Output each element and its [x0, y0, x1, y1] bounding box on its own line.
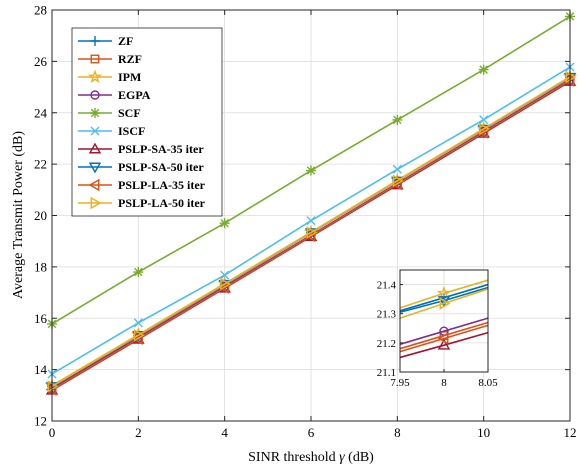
y-tick-label: 16	[34, 311, 48, 326]
data-point-iscf	[479, 115, 489, 125]
legend-marker	[88, 162, 102, 174]
inset-series-line-pslp-sa-35-iter	[399, 331, 489, 359]
legend-label: SCF	[118, 106, 141, 120]
x-tick-label: 4	[221, 425, 228, 440]
series-pslp-la-50-iter	[47, 70, 577, 393]
data-point-scf	[306, 165, 316, 176]
data-point-pslp-la-35-iter	[45, 383, 57, 396]
legend-label: ZF	[118, 34, 133, 48]
legend-label: PSLP-LA-50 iter	[118, 196, 206, 210]
x-tick-label: 0	[49, 425, 56, 440]
y-tick-label: 28	[34, 3, 47, 18]
data-point-pslp-la-50-iter	[306, 226, 318, 239]
data-point-pslp-la-50-iter	[133, 328, 145, 342]
data-point-scf	[133, 267, 144, 278]
inset-y-tick-label: 21.2	[377, 338, 396, 350]
data-point-scf	[478, 64, 489, 75]
inset-x-tick-label: 7.95	[390, 377, 410, 389]
inset-x-tick-label: 8.05	[478, 377, 498, 389]
x-tick-label: 12	[564, 425, 577, 440]
y-axis-label: Average Transmit Power (dB)	[11, 131, 26, 299]
legend-label: EGPA	[118, 88, 151, 102]
legend-marker	[90, 90, 100, 100]
y-tick-label: 18	[34, 259, 47, 274]
inset-series-line-pslp-la-50-iter	[399, 288, 489, 319]
legend-marker	[87, 69, 103, 84]
legend-label: RZF	[118, 52, 142, 66]
legend-entry: EGPA	[78, 88, 151, 102]
x-axis-label: SINR threshold γ (dB)	[248, 450, 374, 465]
data-point-iscf	[306, 216, 316, 226]
inset-x-tick-label: 8	[441, 377, 447, 389]
y-tick-label: 26	[34, 54, 48, 69]
legend-label: PSLP-SA-35 iter	[118, 142, 204, 156]
legend-marker	[90, 108, 100, 118]
legend-label: IPM	[118, 70, 141, 84]
x-tick-label: 10	[477, 425, 490, 440]
inset-data-point-ipm	[436, 285, 452, 300]
y-tick-label: 12	[34, 414, 47, 429]
inset-series-line-egpa	[399, 317, 489, 346]
x-tick-label: 6	[308, 425, 315, 440]
data-point-scf	[219, 218, 230, 229]
data-point-scf	[392, 114, 403, 125]
data-point-pslp-la-50-iter	[220, 277, 232, 291]
legend-marker	[90, 36, 100, 46]
inset-series-pslp-sa-35-iter	[399, 331, 489, 359]
inset-data-point-pslp-sa-35-iter	[437, 338, 451, 350]
legend-marker	[88, 142, 102, 154]
data-point-pslp-la-50-iter	[565, 70, 577, 84]
inset-series-line-pslp-la-35-iter	[399, 324, 489, 353]
inset-series-pslp-la-50-iter	[399, 288, 489, 319]
legend-entry: IPM	[78, 69, 141, 84]
inset-series-line-ipm	[399, 279, 489, 309]
legend-entry: ISCF	[78, 124, 145, 138]
legend-entry: ZF	[78, 34, 133, 48]
series-line-pslp-la-50-iter	[51, 76, 571, 388]
legend-entry: PSLP-SA-35 iter	[78, 142, 204, 156]
data-point-iscf	[392, 164, 402, 174]
y-tick-label: 24	[34, 105, 48, 120]
legend: ZF RZF IPM EGPA SCF ISCF PSLP-SA-35 iter PSLP-S…	[71, 27, 223, 217]
data-point-pslp-la-50-iter	[479, 122, 491, 136]
legend-entry: SCF	[78, 106, 141, 120]
legend-entry: PSLP-SA-50 iter	[78, 160, 204, 174]
legend-entry: PSLP-LA-50 iter	[78, 196, 206, 210]
data-point-pslp-la-50-iter	[47, 380, 59, 393]
legend-label: ISCF	[118, 124, 145, 138]
inset-data-point-pslp-la-50-iter	[439, 297, 451, 310]
legend-entry: PSLP-LA-35 iter	[78, 178, 206, 192]
data-point-pslp-la-50-iter	[392, 174, 404, 188]
inset-data-point-pslp-sa-50-iter	[437, 296, 451, 308]
data-point-iscf	[133, 318, 143, 328]
inset-zoom: 7.95 8 8.05 21.1 21.2 21.3 21.4	[377, 269, 498, 389]
inset-series-ipm	[399, 279, 489, 309]
inset-y-tick-label: 21.4	[377, 280, 397, 292]
x-tick-label: 2	[135, 425, 142, 440]
data-point-iscf	[220, 270, 230, 280]
y-tick-label: 20	[34, 208, 47, 223]
legend-marker	[90, 126, 100, 136]
inset-y-tick-label: 21.3	[377, 309, 397, 321]
inset-y-tick-label: 21.1	[377, 367, 396, 379]
legend-entry: RZF	[78, 52, 142, 66]
series-layer	[44, 11, 578, 396]
legend-label: PSLP-LA-35 iter	[118, 178, 206, 192]
inset-data-point-pslp-la-35-iter	[437, 332, 449, 345]
legend-marker	[90, 196, 102, 210]
inset-series-pslp-la-35-iter	[399, 324, 489, 353]
legend-marker	[88, 178, 100, 192]
x-tick-label: 8	[394, 425, 401, 440]
legend-label: PSLP-SA-50 iter	[118, 160, 204, 174]
y-tick-label: 22	[34, 157, 47, 172]
legend-marker	[90, 54, 100, 64]
y-tick-label: 14	[34, 362, 48, 377]
